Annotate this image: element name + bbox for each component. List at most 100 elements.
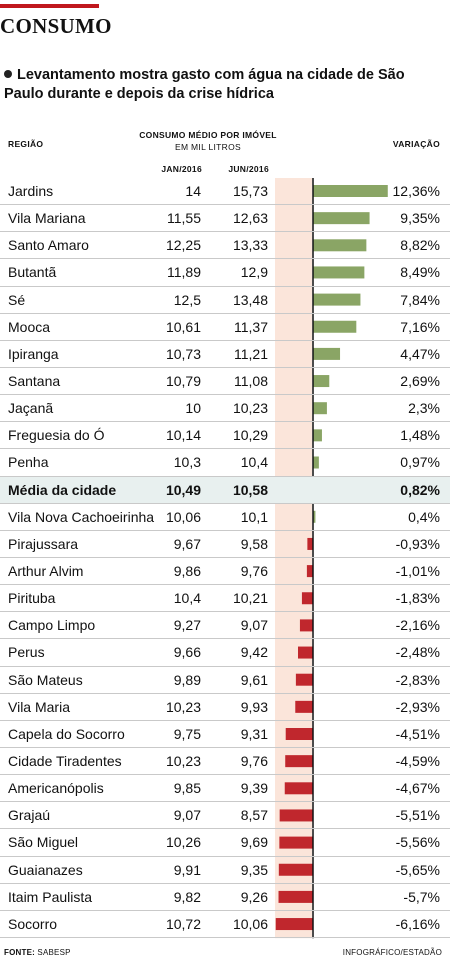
table-row: Vila Mariana 11,55 12,63 9,35% xyxy=(0,205,450,233)
table-row: São Miguel 10,26 9,69 -5,56% xyxy=(0,829,450,857)
title-accent-bar xyxy=(0,4,99,8)
variation-label: 2,3% xyxy=(408,400,440,417)
source-note: FONTE: SABESP xyxy=(4,948,71,957)
value-jun: 8,57 xyxy=(240,807,268,824)
region-name: Mooca xyxy=(8,318,51,335)
region-name: Perus xyxy=(8,644,45,661)
region-name: Cidade Tiradentes xyxy=(8,752,122,769)
region-name: Guaianazes xyxy=(8,861,83,878)
region-name: Americanópolis xyxy=(8,780,104,797)
value-jun: 11,37 xyxy=(234,318,268,335)
value-jan: 10,72 xyxy=(165,915,201,932)
variation-label: -6,16% xyxy=(395,915,440,932)
value-jun: 12,9 xyxy=(240,264,268,281)
page-title: CONSUMO xyxy=(0,14,112,38)
variation-label: -1,83% xyxy=(395,590,440,607)
variation-label: -5,65% xyxy=(395,861,440,878)
value-jun: 11,21 xyxy=(234,345,268,362)
variation-label: 7,16% xyxy=(400,318,440,335)
region-name: Socorro xyxy=(8,915,58,932)
value-jun: 13,33 xyxy=(232,237,268,254)
table-row: Butantã 11,89 12,9 8,49% xyxy=(0,259,450,287)
value-jun: 10,1 xyxy=(240,508,268,525)
value-jun: 9,07 xyxy=(240,617,268,634)
region-name: Capela do Socorro xyxy=(8,725,125,742)
table-row: Arthur Alvim 9,86 9,76 -1,01% xyxy=(0,558,450,586)
credit-note: INFOGRÁFICO/ESTADÃO xyxy=(342,948,442,957)
table-row: Jardins 14 15,73 12,36% xyxy=(0,178,450,206)
region-name: Penha xyxy=(8,454,49,471)
value-jun: 13,48 xyxy=(232,291,268,308)
value-jan: 10,3 xyxy=(173,454,201,471)
value-jun: 9,26 xyxy=(240,888,268,905)
table-row: Capela do Socorro 9,75 9,31 -4,51% xyxy=(0,721,450,748)
variation-label: -2,48% xyxy=(395,644,440,661)
region-name: Santo Amaro xyxy=(8,237,89,254)
value-jun: 9,39 xyxy=(240,780,268,797)
region-name: Arthur Alvim xyxy=(8,562,84,579)
value-jan: 9,82 xyxy=(173,888,201,905)
value-jan: 9,86 xyxy=(173,562,201,579)
table-row: Americanópolis 9,85 9,39 -4,67% xyxy=(0,775,450,803)
value-jun: 9,42 xyxy=(240,644,268,661)
table-row: Socorro 10,72 10,06 -6,16% xyxy=(0,911,450,938)
region-name: Pirituba xyxy=(8,590,56,607)
variation-label: 8,49% xyxy=(400,264,440,281)
value-jan: 9,85 xyxy=(173,780,201,797)
region-name: Santana xyxy=(8,372,61,389)
variation-label: 0,82% xyxy=(400,481,440,498)
bullet-icon xyxy=(4,70,12,78)
variation-label: -2,83% xyxy=(395,671,440,688)
variation-label: 7,84% xyxy=(400,291,440,308)
value-jan: 11,89 xyxy=(167,264,201,281)
variation-label: 9,35% xyxy=(400,210,440,227)
table-row: São Mateus 9,89 9,61 -2,83% xyxy=(0,667,450,694)
column-header-variation: VARIAÇÃO xyxy=(392,139,440,149)
value-jan: 9,91 xyxy=(173,861,201,878)
table-row: Itaim Paulista 9,82 9,26 -5,7% xyxy=(0,884,450,911)
value-jan: 14 xyxy=(185,183,201,199)
value-jan: 10,61 xyxy=(165,318,201,335)
region-name: Grajaú xyxy=(8,807,51,824)
variation-label: -4,67% xyxy=(395,780,440,797)
variation-label: -2,93% xyxy=(395,698,440,715)
variation-label: 0,4% xyxy=(408,508,440,525)
variation-label: 2,69% xyxy=(400,372,440,389)
value-jan: 12,5 xyxy=(173,291,201,308)
variation-label: -4,51% xyxy=(395,725,440,742)
value-jan: 9,66 xyxy=(173,644,201,661)
value-jan: 10,73 xyxy=(165,345,201,362)
value-jan: 11,55 xyxy=(167,210,201,227)
value-jun: 11,08 xyxy=(234,372,268,389)
value-jan: 10,23 xyxy=(165,752,201,769)
value-jan: 12,25 xyxy=(165,237,201,254)
value-jan: 10,14 xyxy=(165,427,201,444)
table-row: Pirituba 10,4 10,21 -1,83% xyxy=(0,585,450,613)
value-jun: 10,06 xyxy=(232,915,268,932)
table-row: Pirajussara 9,67 9,58 -0,93% xyxy=(0,531,450,558)
variation-label: 12,36% xyxy=(392,183,440,199)
region-name: Jaçanã xyxy=(8,400,54,417)
value-jun: 9,76 xyxy=(240,562,268,579)
value-jan: 9,89 xyxy=(173,671,201,688)
column-header-consumption: CONSUMO MÉDIO POR IMÓVEL xyxy=(139,130,277,140)
table-row: Ipiranga 10,73 11,21 4,47% xyxy=(0,341,450,368)
value-jun: 9,69 xyxy=(240,834,268,851)
region-name: Vila Maria xyxy=(8,698,70,715)
table-row: Perus 9,66 9,42 -2,48% xyxy=(0,639,450,667)
region-name: Sé xyxy=(8,291,26,308)
value-jan: 10,06 xyxy=(165,508,201,525)
region-name: Freguesia do Ó xyxy=(8,427,105,444)
value-jan: 9,27 xyxy=(173,617,201,634)
variation-label: 1,48% xyxy=(400,427,440,444)
value-jun: 9,61 xyxy=(240,671,268,688)
value-jan: 10,4 xyxy=(173,590,201,607)
variation-label: -5,7% xyxy=(403,888,440,905)
region-name: São Miguel xyxy=(8,834,79,851)
variation-label: -1,01% xyxy=(395,562,440,579)
table-row: Campo Limpo 9,27 9,07 -2,16% xyxy=(0,612,450,640)
value-jun: 10,4 xyxy=(240,454,268,471)
region-name: Butantã xyxy=(8,264,57,281)
subtitle: Levantamento mostra gasto com água na ci… xyxy=(4,66,444,104)
consumption-table: Jardins 14 15,73 12,36% Vila Mariana 11,55 12,… xyxy=(0,178,450,938)
